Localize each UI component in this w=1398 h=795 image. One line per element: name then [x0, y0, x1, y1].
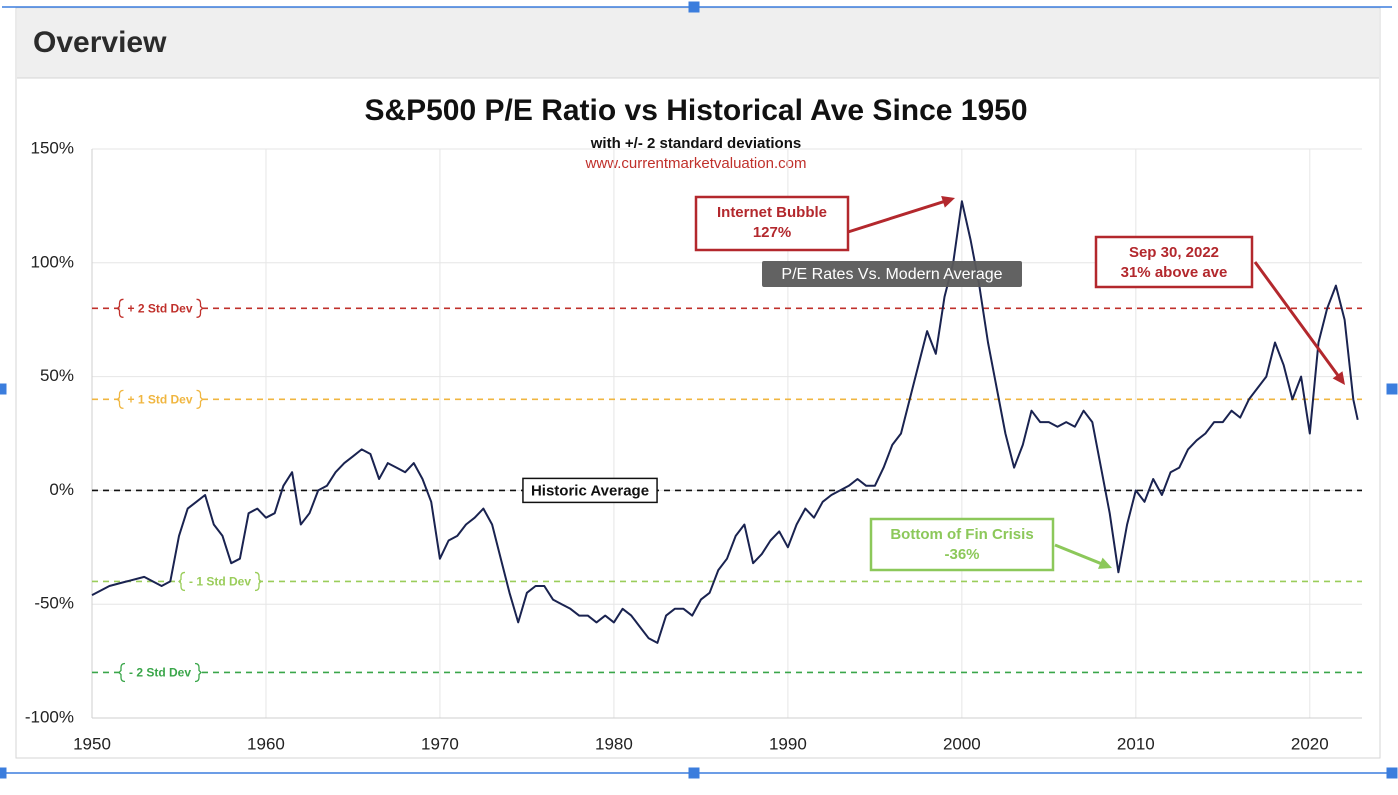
reference-label-bg [119, 387, 201, 412]
y-tick-label: 150% [31, 138, 74, 157]
label-bracket [196, 298, 204, 318]
x-tick-label: 1990 [769, 734, 807, 753]
annotation-text: Bottom of Fin Crisis [890, 526, 1033, 543]
label-bracket [116, 389, 124, 410]
y-tick-label: 100% [31, 252, 74, 271]
annotation-text: Sep 30, 2022 [1129, 244, 1219, 261]
y-tick-label: 50% [40, 366, 74, 385]
x-tick-label: 2010 [1117, 734, 1155, 753]
label-bracket [178, 571, 186, 592]
annotation-box [869, 517, 1055, 572]
reference-label-bg [119, 296, 201, 321]
reference-label: - 2 Std Dev [129, 666, 191, 680]
tooltip-bg [762, 261, 1022, 287]
label-bracket [116, 298, 124, 318]
reference-label-bg [120, 660, 200, 685]
x-tick-label: 2000 [943, 734, 981, 753]
plot: 1950 1960 1970 1980 1990 2000 2010 2020 -100% -50… [25, 138, 1362, 753]
x-tick-label: 1960 [247, 734, 285, 753]
reference-label-bg [180, 569, 260, 594]
annotation-text: 127% [753, 224, 791, 241]
chart-subtitle: with +/- 2 standard deviations [590, 135, 801, 152]
annotation-arrow [1253, 261, 1340, 377]
annotation-box [694, 195, 850, 252]
annotation-text: 31% above ave [1121, 264, 1228, 281]
tooltip-text: P/E Rates Vs. Modern Average [781, 266, 1002, 283]
panel-header [17, 9, 1379, 78]
annotation-arrow [847, 199, 945, 234]
x-tick-label: 1980 [595, 734, 633, 753]
data-line [91, 200, 1359, 644]
selection-frame [0, 1, 1398, 779]
label-bracket [254, 571, 262, 592]
chart-title: S&P500 P/E Ratio vs Historical Ave Since… [364, 94, 1027, 127]
x-tick-label: 1950 [73, 734, 111, 753]
chart-source: www.currentmarketvaluation.com [585, 155, 807, 172]
annotation-arrowhead [941, 196, 955, 208]
reference-label-bg [522, 477, 658, 504]
annotation-text: -36% [944, 546, 979, 563]
reference-label: + 2 Std Dev [127, 301, 192, 315]
annotation-arrowhead [1098, 557, 1112, 569]
annotation-arrowhead [1332, 371, 1345, 385]
x-tick-label: 1970 [421, 734, 459, 753]
y-tick-label: 0% [49, 480, 74, 499]
panel [15, 7, 1381, 759]
label-bracket [118, 662, 126, 683]
label-bracket [194, 662, 202, 683]
label-bracket [196, 389, 204, 410]
reference-label: - 1 Std Dev [189, 575, 251, 589]
y-tick-label: -50% [34, 594, 74, 613]
x-tick-label: 2020 [1291, 734, 1329, 753]
annotation-text: Internet Bubble [717, 204, 827, 221]
y-tick-label: -100% [25, 707, 74, 726]
annotation-box [1094, 235, 1254, 289]
panel-title: Overview [33, 26, 167, 59]
annotation-arrow [1054, 543, 1103, 566]
reference-label: + 1 Std Dev [127, 393, 192, 407]
reference-label: Historic Average [531, 482, 649, 499]
